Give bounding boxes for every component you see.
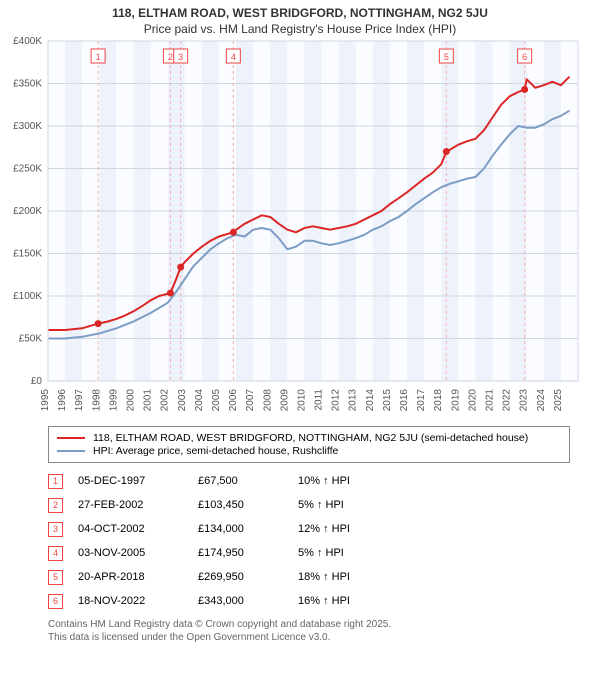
svg-text:2001: 2001: [143, 389, 154, 412]
svg-text:£150K: £150K: [13, 249, 42, 260]
svg-text:£100K: £100K: [13, 291, 42, 302]
legend-swatch-property: [57, 437, 85, 439]
row-delta: 18% ↑ HPI: [298, 571, 418, 583]
row-marker: 6: [48, 594, 63, 609]
row-delta: 12% ↑ HPI: [298, 523, 418, 535]
row-delta: 16% ↑ HPI: [298, 595, 418, 607]
row-price: £67,500: [198, 475, 298, 487]
svg-text:2014: 2014: [365, 389, 376, 412]
table-row: 5 20-APR-2018£269,95018% ↑ HPI: [48, 565, 570, 589]
svg-text:2002: 2002: [160, 389, 171, 412]
table-row: 1 05-DEC-1997£67,50010% ↑ HPI: [48, 469, 570, 493]
chart-title: 118, ELTHAM ROAD, WEST BRIDGFORD, NOTTIN…: [0, 0, 600, 37]
legend-item-property: 118, ELTHAM ROAD, WEST BRIDGFORD, NOTTIN…: [57, 432, 561, 444]
svg-text:2021: 2021: [485, 389, 496, 412]
table-row: 4 03-NOV-2005£174,9505% ↑ HPI: [48, 541, 570, 565]
row-date: 03-NOV-2005: [78, 547, 198, 559]
legend-label-hpi: HPI: Average price, semi-detached house,…: [93, 445, 338, 457]
title-line2: Price paid vs. HM Land Registry's House …: [144, 22, 456, 36]
table-row: 3 04-OCT-2002£134,00012% ↑ HPI: [48, 517, 570, 541]
row-price: £134,000: [198, 523, 298, 535]
table-row: 2 27-FEB-2002£103,4505% ↑ HPI: [48, 493, 570, 517]
svg-text:£350K: £350K: [13, 79, 42, 90]
svg-text:2007: 2007: [245, 389, 256, 412]
row-price: £343,000: [198, 595, 298, 607]
footnote: Contains HM Land Registry data © Crown c…: [48, 619, 570, 644]
svg-text:1996: 1996: [57, 389, 68, 412]
svg-text:2024: 2024: [536, 389, 547, 412]
svg-text:£300K: £300K: [13, 121, 42, 132]
svg-text:1999: 1999: [108, 389, 119, 412]
svg-text:1995: 1995: [40, 389, 51, 412]
footnote-line2: This data is licensed under the Open Gov…: [48, 632, 330, 643]
sales-table: 1 05-DEC-1997£67,50010% ↑ HPI 2 27-FEB-2002…: [48, 469, 570, 613]
svg-text:2: 2: [168, 52, 173, 62]
svg-text:2016: 2016: [399, 389, 410, 412]
svg-text:2022: 2022: [502, 389, 513, 412]
table-row: 6 18-NOV-2022£343,00016% ↑ HPI: [48, 589, 570, 613]
row-marker: 1: [48, 474, 63, 489]
svg-text:2008: 2008: [262, 389, 273, 412]
row-date: 20-APR-2018: [78, 571, 198, 583]
footnote-line1: Contains HM Land Registry data © Crown c…: [48, 619, 391, 630]
svg-text:2023: 2023: [519, 389, 530, 412]
svg-text:2011: 2011: [314, 389, 325, 411]
svg-text:2006: 2006: [228, 389, 239, 412]
row-price: £103,450: [198, 499, 298, 511]
svg-text:6: 6: [522, 52, 527, 62]
svg-text:2025: 2025: [553, 389, 564, 412]
legend-label-property: 118, ELTHAM ROAD, WEST BRIDGFORD, NOTTIN…: [93, 432, 528, 444]
svg-text:4: 4: [231, 52, 236, 62]
svg-text:1998: 1998: [91, 389, 102, 412]
svg-text:2010: 2010: [296, 389, 307, 412]
row-price: £174,950: [198, 547, 298, 559]
svg-text:2012: 2012: [331, 389, 342, 412]
svg-text:2003: 2003: [177, 389, 188, 412]
row-date: 04-OCT-2002: [78, 523, 198, 535]
row-date: 27-FEB-2002: [78, 499, 198, 511]
row-date: 05-DEC-1997: [78, 475, 198, 487]
row-marker: 2: [48, 498, 63, 513]
svg-text:2020: 2020: [467, 389, 478, 412]
svg-text:2019: 2019: [450, 389, 461, 412]
svg-text:2009: 2009: [279, 389, 290, 412]
row-marker: 4: [48, 546, 63, 561]
row-marker: 5: [48, 570, 63, 585]
legend: 118, ELTHAM ROAD, WEST BRIDGFORD, NOTTIN…: [48, 426, 570, 463]
svg-text:2015: 2015: [382, 389, 393, 412]
svg-text:2005: 2005: [211, 389, 222, 412]
title-line1: 118, ELTHAM ROAD, WEST BRIDGFORD, NOTTIN…: [112, 6, 488, 20]
row-delta: 5% ↑ HPI: [298, 499, 418, 511]
row-delta: 5% ↑ HPI: [298, 547, 418, 559]
legend-item-hpi: HPI: Average price, semi-detached house,…: [57, 445, 561, 457]
svg-text:2000: 2000: [125, 389, 136, 412]
svg-text:1997: 1997: [74, 389, 85, 412]
row-price: £269,950: [198, 571, 298, 583]
chart-container: 118, ELTHAM ROAD, WEST BRIDGFORD, NOTTIN…: [0, 0, 600, 680]
svg-text:2017: 2017: [416, 389, 427, 412]
row-marker: 3: [48, 522, 63, 537]
svg-text:£400K: £400K: [13, 37, 42, 47]
legend-swatch-hpi: [57, 450, 85, 452]
svg-text:£200K: £200K: [13, 206, 42, 217]
row-date: 18-NOV-2022: [78, 595, 198, 607]
svg-text:2018: 2018: [433, 389, 444, 412]
svg-text:3: 3: [178, 52, 183, 62]
svg-text:2004: 2004: [194, 389, 205, 412]
line-chart: £0 £50K £100K £150K £200K £250K £300K £350K £400…: [0, 37, 600, 422]
row-delta: 10% ↑ HPI: [298, 475, 418, 487]
svg-text:£250K: £250K: [13, 164, 42, 175]
svg-text:£50K: £50K: [19, 334, 43, 345]
svg-text:1: 1: [96, 52, 101, 62]
svg-text:2013: 2013: [348, 389, 359, 412]
svg-text:£0: £0: [31, 376, 43, 387]
svg-text:5: 5: [444, 52, 449, 62]
